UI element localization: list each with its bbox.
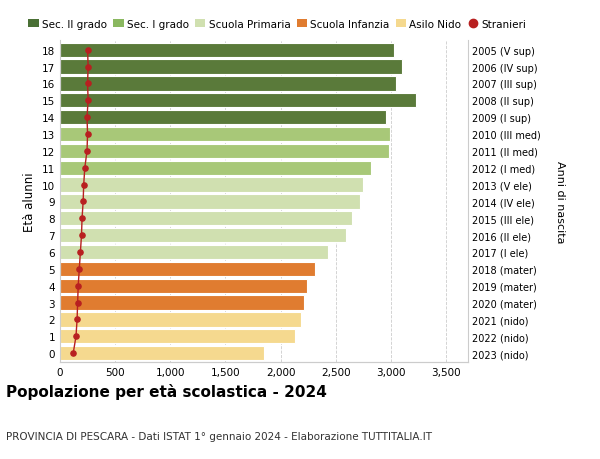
Point [77, 215, 87, 223]
Point [73, 282, 83, 290]
Point [82, 148, 92, 155]
Bar [60, 296, 304, 310]
Point [82, 114, 92, 122]
Point [83, 131, 92, 138]
Bar [60, 44, 394, 58]
Bar [60, 313, 301, 327]
Bar [60, 229, 346, 243]
Bar [60, 346, 264, 360]
Text: PROVINCIA DI PESCARA - Dati ISTAT 1° gennaio 2024 - Elaborazione TUTTITALIA.IT: PROVINCIA DI PESCARA - Dati ISTAT 1° gen… [6, 431, 432, 441]
Bar [60, 161, 371, 175]
Point [80, 165, 89, 172]
Bar [60, 111, 386, 125]
Bar [60, 128, 390, 142]
Point [76, 249, 85, 256]
Point [83, 47, 92, 54]
Point [83, 64, 93, 71]
Bar [60, 212, 352, 226]
Point [73, 299, 82, 307]
Bar [60, 195, 360, 209]
Point [77, 232, 86, 239]
Bar [60, 144, 389, 159]
Y-axis label: Anni di nascita: Anni di nascita [555, 161, 565, 243]
Point [79, 198, 88, 206]
Legend: Sec. II grado, Sec. I grado, Scuola Primaria, Scuola Infanzia, Asilo Nido, Stran: Sec. II grado, Sec. I grado, Scuola Prim… [28, 20, 526, 30]
Point [79, 181, 89, 189]
Bar [60, 245, 328, 260]
Bar [60, 178, 363, 192]
Point [68, 350, 78, 357]
Point [71, 333, 81, 340]
Point [74, 266, 84, 273]
Point [72, 316, 82, 324]
Point [83, 97, 93, 105]
Text: Popolazione per età scolastica - 2024: Popolazione per età scolastica - 2024 [6, 383, 327, 399]
Bar [60, 279, 307, 293]
Bar [60, 330, 295, 344]
Bar [60, 262, 315, 276]
Point [83, 80, 92, 88]
Y-axis label: Età alunni: Età alunni [23, 172, 37, 232]
Bar [60, 60, 402, 74]
Bar [60, 94, 416, 108]
Bar [60, 77, 397, 91]
